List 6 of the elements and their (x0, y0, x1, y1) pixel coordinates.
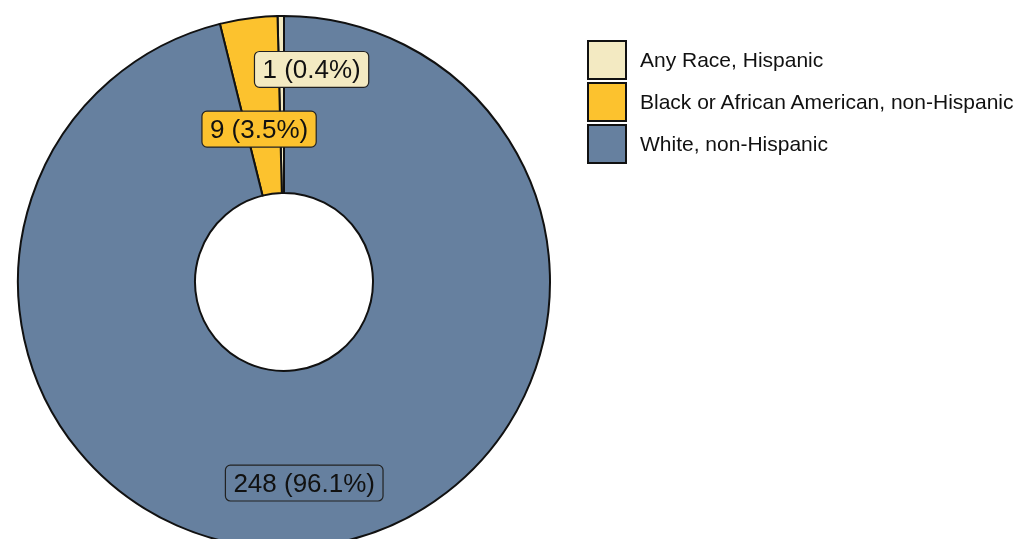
data-label: 9 (3.5%) (209, 114, 309, 145)
data-label: 248 (96.1%) (233, 468, 376, 499)
legend-label: White, non-Hispanic (640, 132, 828, 156)
legend-label: Black or African American, non-Hispanic (640, 90, 1014, 114)
data-label: 1 (0.4%) (262, 54, 361, 85)
legend-label: Any Race, Hispanic (640, 48, 824, 72)
